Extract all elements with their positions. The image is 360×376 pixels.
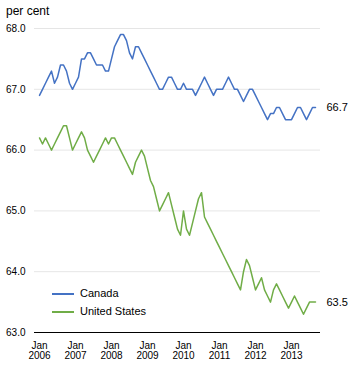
svg-text:Jan2012: Jan2012 (244, 340, 267, 361)
svg-text:Jan2013: Jan2013 (280, 340, 303, 361)
svg-text:65.0: 65.0 (6, 205, 26, 216)
svg-text:66.7: 66.7 (327, 101, 348, 113)
html-text:Canada: Canada (80, 287, 119, 299)
svg-text:66.0: 66.0 (6, 144, 26, 155)
html-text:per cent: per cent (6, 4, 50, 18)
svg-text:63.5: 63.5 (327, 296, 348, 308)
svg-text:64.0: 64.0 (6, 266, 26, 277)
svg-text:Jan2007: Jan2007 (64, 340, 87, 361)
svg-text:Jan2006: Jan2006 (28, 340, 51, 361)
html-text:United States: United States (80, 305, 146, 317)
svg-text:67.0: 67.0 (6, 84, 26, 95)
svg-text:68.0: 68.0 (6, 23, 26, 34)
svg-text:Jan2008: Jan2008 (100, 340, 123, 361)
svg-text:Jan2009: Jan2009 (136, 340, 159, 361)
svg-text:Jan2011: Jan2011 (209, 340, 231, 361)
svg-text:63.0: 63.0 (6, 327, 26, 338)
svg-text:Jan2010: Jan2010 (172, 340, 195, 361)
